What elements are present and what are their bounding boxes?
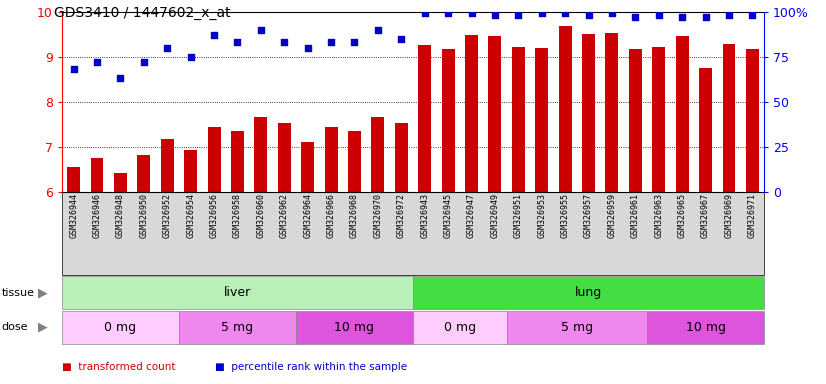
Bar bbox=[325, 127, 338, 192]
Text: GDS3410 / 1447602_x_at: GDS3410 / 1447602_x_at bbox=[54, 6, 230, 20]
Text: tissue: tissue bbox=[2, 288, 35, 298]
Point bbox=[722, 12, 735, 18]
Bar bbox=[207, 127, 221, 192]
Point bbox=[605, 10, 619, 17]
Text: ▶: ▶ bbox=[38, 321, 48, 334]
Bar bbox=[442, 48, 454, 192]
Bar bbox=[395, 123, 408, 192]
Point bbox=[418, 10, 431, 17]
Point bbox=[90, 59, 104, 65]
Bar bbox=[137, 155, 150, 192]
Point bbox=[441, 10, 454, 17]
Bar bbox=[582, 34, 595, 192]
Point bbox=[746, 12, 759, 18]
Text: lung: lung bbox=[575, 286, 602, 299]
Text: ■  transformed count: ■ transformed count bbox=[62, 362, 175, 372]
Bar bbox=[114, 173, 127, 192]
Point bbox=[372, 26, 385, 33]
Point bbox=[629, 14, 642, 20]
Point bbox=[511, 12, 525, 18]
Point bbox=[137, 59, 150, 65]
Text: dose: dose bbox=[2, 322, 28, 333]
Point bbox=[160, 45, 173, 51]
Bar bbox=[605, 33, 619, 192]
Bar bbox=[184, 151, 197, 192]
Point bbox=[348, 39, 361, 45]
Point bbox=[676, 14, 689, 20]
Point bbox=[114, 75, 127, 81]
Point bbox=[558, 10, 572, 17]
Point bbox=[465, 10, 478, 17]
Bar bbox=[653, 47, 665, 192]
Bar bbox=[558, 26, 572, 192]
Bar bbox=[372, 117, 384, 192]
Bar bbox=[418, 45, 431, 192]
Bar bbox=[91, 158, 103, 192]
Point bbox=[184, 53, 197, 60]
Bar bbox=[465, 35, 478, 192]
Point bbox=[325, 39, 338, 45]
Bar bbox=[278, 123, 291, 192]
Text: ▶: ▶ bbox=[38, 286, 48, 299]
Text: 5 mg: 5 mg bbox=[561, 321, 593, 334]
Bar bbox=[231, 131, 244, 192]
Bar bbox=[254, 117, 268, 192]
Bar bbox=[161, 139, 173, 192]
Point bbox=[301, 45, 314, 51]
Bar bbox=[746, 48, 759, 192]
Point bbox=[207, 32, 221, 38]
Text: 10 mg: 10 mg bbox=[686, 321, 725, 334]
Point bbox=[395, 36, 408, 42]
Point bbox=[254, 26, 268, 33]
Text: liver: liver bbox=[224, 286, 251, 299]
Bar bbox=[512, 47, 525, 192]
Bar bbox=[301, 142, 314, 192]
Bar bbox=[723, 44, 735, 192]
Bar bbox=[535, 48, 548, 192]
Point bbox=[278, 39, 291, 45]
Bar bbox=[67, 167, 80, 192]
Point bbox=[582, 12, 595, 18]
Point bbox=[699, 14, 712, 20]
Text: 0 mg: 0 mg bbox=[104, 321, 136, 334]
Bar bbox=[488, 36, 501, 192]
Bar bbox=[699, 68, 712, 192]
Point bbox=[230, 39, 244, 45]
Text: ■  percentile rank within the sample: ■ percentile rank within the sample bbox=[215, 362, 407, 372]
Point bbox=[488, 12, 501, 18]
Text: 0 mg: 0 mg bbox=[444, 321, 476, 334]
Point bbox=[67, 66, 80, 72]
Point bbox=[652, 12, 665, 18]
Bar bbox=[676, 36, 689, 192]
Text: 10 mg: 10 mg bbox=[335, 321, 374, 334]
Point bbox=[535, 10, 548, 17]
Text: 5 mg: 5 mg bbox=[221, 321, 254, 334]
Bar bbox=[348, 131, 361, 192]
Bar bbox=[629, 48, 642, 192]
